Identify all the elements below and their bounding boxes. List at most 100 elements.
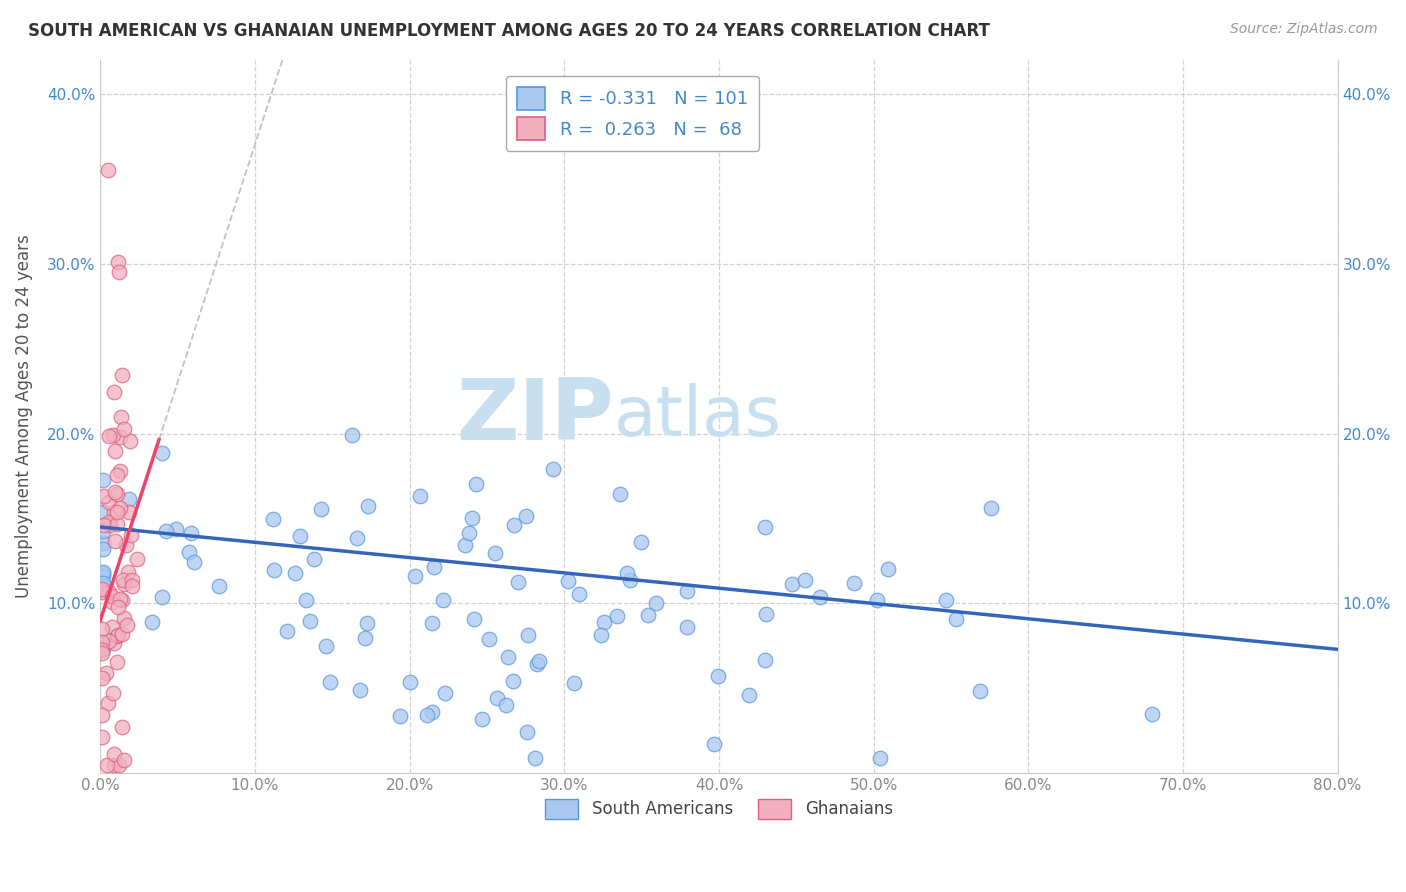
Legend: South Americans, Ghanaians: South Americans, Ghanaians: [538, 792, 900, 826]
Point: [980, 501, 1002, 516]
Point: [869, 751, 891, 765]
Point: [112, 611, 135, 625]
Point: [349, 683, 371, 698]
Point: [104, 534, 127, 549]
Point: [112, 574, 135, 588]
Point: [93, 489, 115, 503]
Point: [91, 622, 114, 636]
Point: [94, 666, 117, 681]
Point: [93, 524, 115, 539]
Y-axis label: Unemployment Among Ages 20 to 24 years: Unemployment Among Ages 20 to 24 years: [15, 235, 32, 599]
Point: [125, 552, 148, 566]
Point: [589, 627, 612, 641]
Point: [945, 612, 967, 626]
Point: [112, 753, 135, 767]
Point: [120, 527, 142, 541]
Point: [93, 505, 115, 519]
Point: [676, 620, 699, 634]
Point: [420, 706, 443, 720]
Point: [110, 409, 132, 424]
Point: [353, 632, 375, 646]
Point: [104, 444, 127, 458]
Point: [96, 758, 118, 772]
Point: [262, 512, 284, 526]
Point: [105, 487, 128, 501]
Point: [399, 675, 422, 690]
Point: [121, 573, 143, 587]
Point: [557, 574, 579, 589]
Point: [180, 526, 202, 541]
Point: [93, 577, 115, 591]
Point: [97, 633, 120, 648]
Point: [121, 579, 143, 593]
Point: [263, 563, 285, 577]
Point: [93, 575, 115, 590]
Text: Source: ZipAtlas.com: Source: ZipAtlas.com: [1230, 22, 1378, 37]
Point: [309, 501, 332, 516]
Point: [108, 758, 131, 772]
Point: [97, 697, 120, 711]
Point: [93, 474, 115, 488]
Point: [754, 520, 776, 534]
Point: [107, 254, 129, 268]
Point: [780, 576, 803, 591]
Point: [93, 565, 115, 579]
Point: [606, 608, 628, 623]
Point: [404, 568, 426, 582]
Point: [98, 584, 121, 599]
Point: [793, 574, 815, 588]
Point: [527, 654, 550, 668]
Point: [97, 429, 120, 443]
Point: [97, 163, 120, 178]
Point: [619, 573, 641, 587]
Point: [356, 616, 378, 631]
Point: [346, 531, 368, 545]
Point: [707, 669, 730, 683]
Point: [526, 657, 548, 671]
Point: [155, 524, 177, 538]
Point: [422, 616, 444, 631]
Point: [93, 566, 115, 580]
Text: ZIP: ZIP: [456, 375, 614, 458]
Point: [165, 523, 187, 537]
Point: [461, 510, 484, 524]
Point: [115, 538, 138, 552]
Point: [117, 565, 139, 579]
Point: [101, 620, 124, 634]
Point: [276, 624, 298, 639]
Point: [295, 592, 318, 607]
Point: [111, 592, 134, 607]
Point: [93, 536, 115, 550]
Point: [969, 683, 991, 698]
Point: [503, 518, 526, 533]
Point: [90, 582, 112, 597]
Point: [609, 487, 631, 501]
Point: [357, 499, 380, 513]
Point: [389, 709, 412, 723]
Point: [541, 462, 564, 476]
Point: [90, 646, 112, 660]
Point: [107, 599, 129, 614]
Point: [93, 518, 115, 533]
Point: [416, 707, 439, 722]
Point: [177, 545, 200, 559]
Point: [464, 476, 486, 491]
Point: [118, 434, 141, 448]
Point: [90, 642, 112, 657]
Point: [93, 641, 115, 656]
Point: [738, 688, 761, 702]
Point: [288, 529, 311, 543]
Point: [524, 751, 547, 765]
Point: [93, 541, 115, 556]
Point: [103, 747, 125, 761]
Point: [484, 546, 506, 560]
Point: [111, 368, 134, 382]
Point: [118, 505, 141, 519]
Point: [108, 265, 131, 279]
Point: [103, 505, 125, 519]
Point: [108, 463, 131, 477]
Point: [935, 593, 957, 607]
Point: [645, 595, 668, 609]
Point: [495, 698, 517, 712]
Point: [90, 730, 112, 744]
